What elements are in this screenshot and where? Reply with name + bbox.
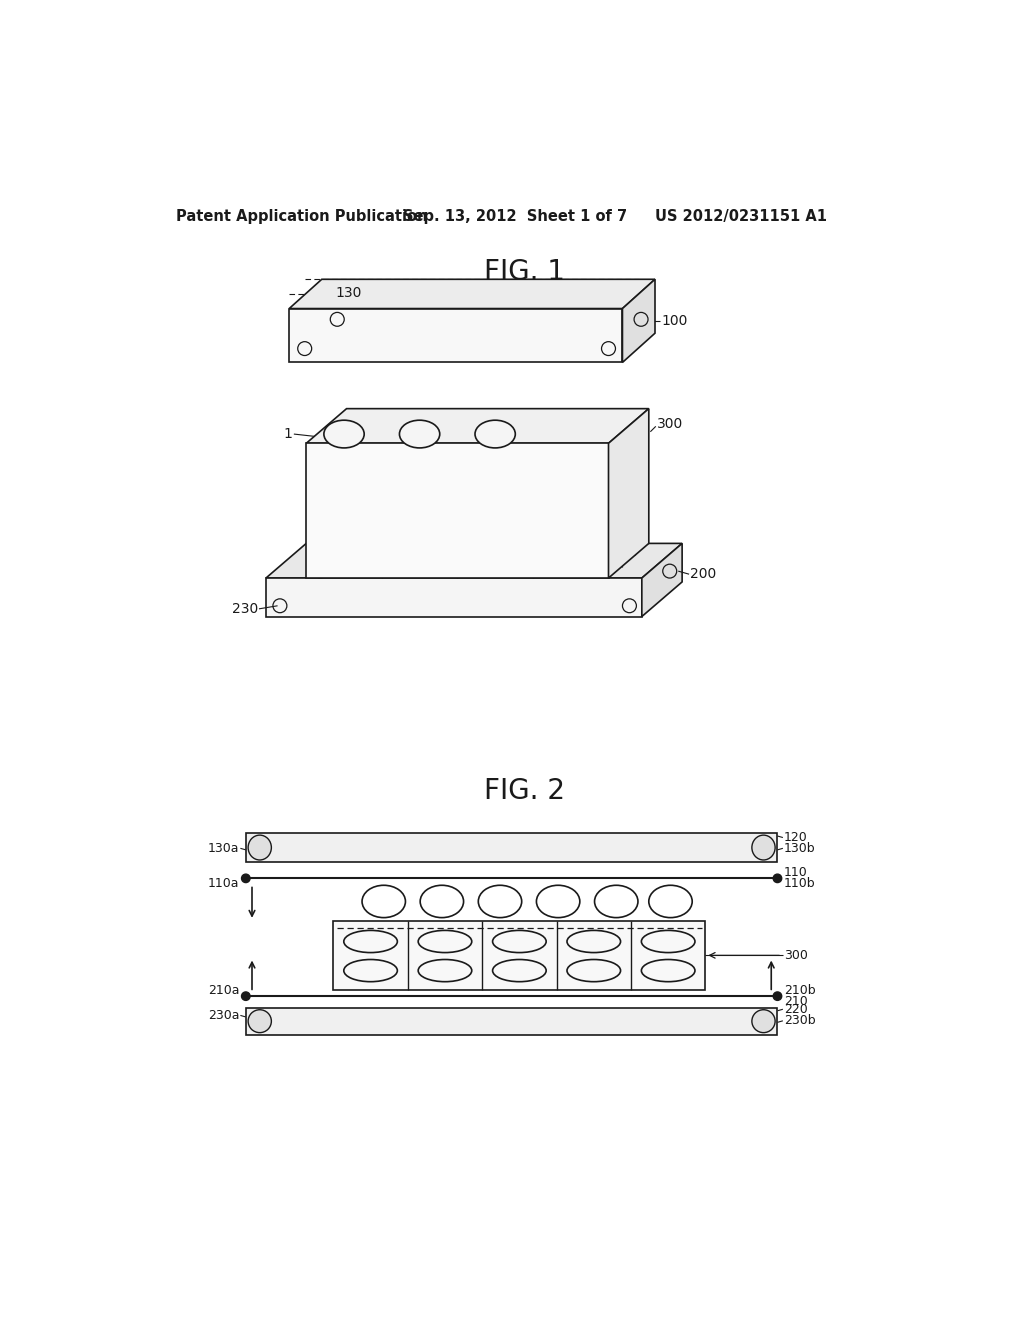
Text: 300: 300 [783,949,808,962]
Ellipse shape [248,1010,271,1032]
Circle shape [242,874,250,883]
Polygon shape [289,309,623,363]
Text: US 2012/0231151 A1: US 2012/0231151 A1 [655,209,827,223]
Text: 110: 110 [783,866,807,879]
Text: 210: 210 [783,995,807,1008]
Polygon shape [306,444,608,578]
Polygon shape [306,409,649,444]
Text: Sep. 13, 2012  Sheet 1 of 7: Sep. 13, 2012 Sheet 1 of 7 [403,209,628,223]
Text: 230a: 230a [208,1008,240,1022]
Text: 110a: 110a [208,878,240,890]
Text: FIG. 2: FIG. 2 [484,777,565,805]
Text: FIG. 1: FIG. 1 [484,259,565,286]
Text: 230b: 230b [783,1014,815,1027]
Bar [246,833,777,862]
Text: 110b: 110b [783,878,815,890]
Ellipse shape [752,1010,775,1032]
Text: 210b: 210b [783,985,815,998]
Text: 1: 1 [284,428,292,441]
Polygon shape [642,544,682,616]
Text: 200: 200 [690,568,716,581]
Polygon shape [623,280,655,363]
Ellipse shape [399,420,439,447]
Text: 120: 120 [783,832,807,843]
Text: 300: 300 [656,417,683,432]
Text: Patent Application Publication: Patent Application Publication [176,209,428,223]
Polygon shape [608,409,649,578]
Text: 220: 220 [783,1003,807,1016]
Text: 230: 230 [232,602,258,616]
Polygon shape [266,544,682,578]
Polygon shape [289,280,655,309]
Text: 130: 130 [336,286,362,300]
Bar [246,1007,777,1035]
Bar [334,921,706,990]
Ellipse shape [248,836,271,861]
Ellipse shape [475,420,515,447]
Text: 100: 100 [662,314,687,327]
Text: 130b: 130b [783,842,815,855]
Polygon shape [266,578,642,616]
Text: 210a: 210a [208,985,240,998]
Ellipse shape [324,420,365,447]
Circle shape [242,991,250,1001]
Circle shape [773,874,781,883]
Text: 130a: 130a [208,842,240,855]
Ellipse shape [752,836,775,861]
Circle shape [773,991,781,1001]
